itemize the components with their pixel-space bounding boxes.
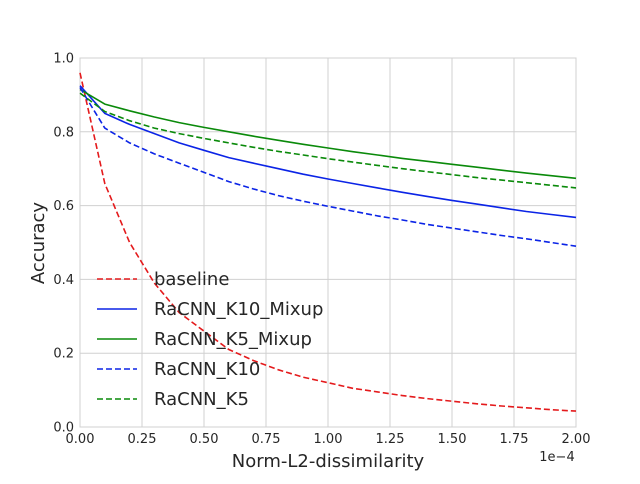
- x-tick-label: 0.25: [128, 432, 157, 447]
- legend-label: RaCNN_K5_Mixup: [154, 329, 312, 350]
- x-tick-label: 0.00: [66, 432, 95, 447]
- legend-label: RaCNN_K10: [154, 359, 260, 380]
- y-tick-label: 0.8: [53, 125, 74, 140]
- series-line-racnn-k5-mixup: [79, 88, 577, 180]
- y-axis-label: Accuracy: [28, 202, 49, 285]
- y-tick-label: 0.4: [53, 273, 74, 288]
- legend-label: RaCNN_K5: [154, 389, 249, 410]
- y-axis-ticks: 0.0 0.2 0.4 0.6 0.8 1.0: [53, 52, 74, 436]
- x-tick-label: 1.00: [314, 432, 343, 447]
- x-tick-label: 2.00: [562, 432, 591, 447]
- legend-label: baseline: [154, 269, 229, 290]
- x-axis-label: Norm-L2-dissimilarity: [232, 451, 425, 472]
- x-axis-offset-text: 1e−4: [539, 450, 574, 465]
- series-line-baseline: [79, 72, 577, 412]
- legend: baseline RaCNN_K10_Mixup RaCNN_K5_Mixup RaC…: [97, 269, 323, 410]
- y-tick-label: 1.0: [53, 52, 74, 67]
- x-tick-label: 0.75: [252, 432, 281, 447]
- x-tick-label: 0.50: [190, 432, 219, 447]
- y-tick-label: 0.0: [53, 421, 74, 436]
- y-tick-label: 0.6: [53, 199, 74, 214]
- y-tick-label: 0.2: [53, 347, 74, 362]
- series-layer: [79, 72, 577, 412]
- x-tick-label: 1.50: [438, 432, 467, 447]
- axes-border: [79, 57, 577, 428]
- series-line-racnn-k10-mixup: [79, 85, 577, 219]
- series-line-racnn-k10: [79, 87, 577, 247]
- series-line-racnn-k5: [79, 92, 577, 189]
- x-axis-ticks: 0.00 0.25 0.50 0.75 1.00 1.25 1.50 1.75 2.00: [66, 432, 591, 447]
- x-tick-label: 1.25: [376, 432, 405, 447]
- plot-frame: [79, 57, 577, 428]
- legend-label: RaCNN_K10_Mixup: [154, 299, 323, 320]
- x-tick-label: 1.75: [500, 432, 529, 447]
